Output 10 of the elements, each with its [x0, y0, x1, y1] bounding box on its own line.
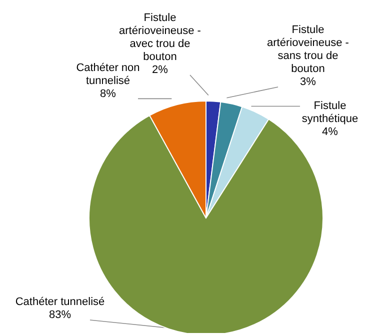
slice-label: Fistule synthétique [302, 100, 358, 125]
data-label: 3% [300, 76, 316, 88]
slice-label: Cathéter non tunnelisé [76, 62, 140, 87]
data-label: 2% [152, 64, 168, 76]
data-label: 4% [322, 126, 338, 138]
slice-label: Cathéter tunnelisé [15, 296, 105, 308]
slice-label: Fistule artérioveineuse - sans trou de bouton [267, 24, 350, 75]
data-label: 8% [100, 88, 116, 100]
slice-label: Fistule artérioveineuse - avec trou de bouton [119, 12, 202, 63]
data-label: 83% [48, 309, 72, 321]
